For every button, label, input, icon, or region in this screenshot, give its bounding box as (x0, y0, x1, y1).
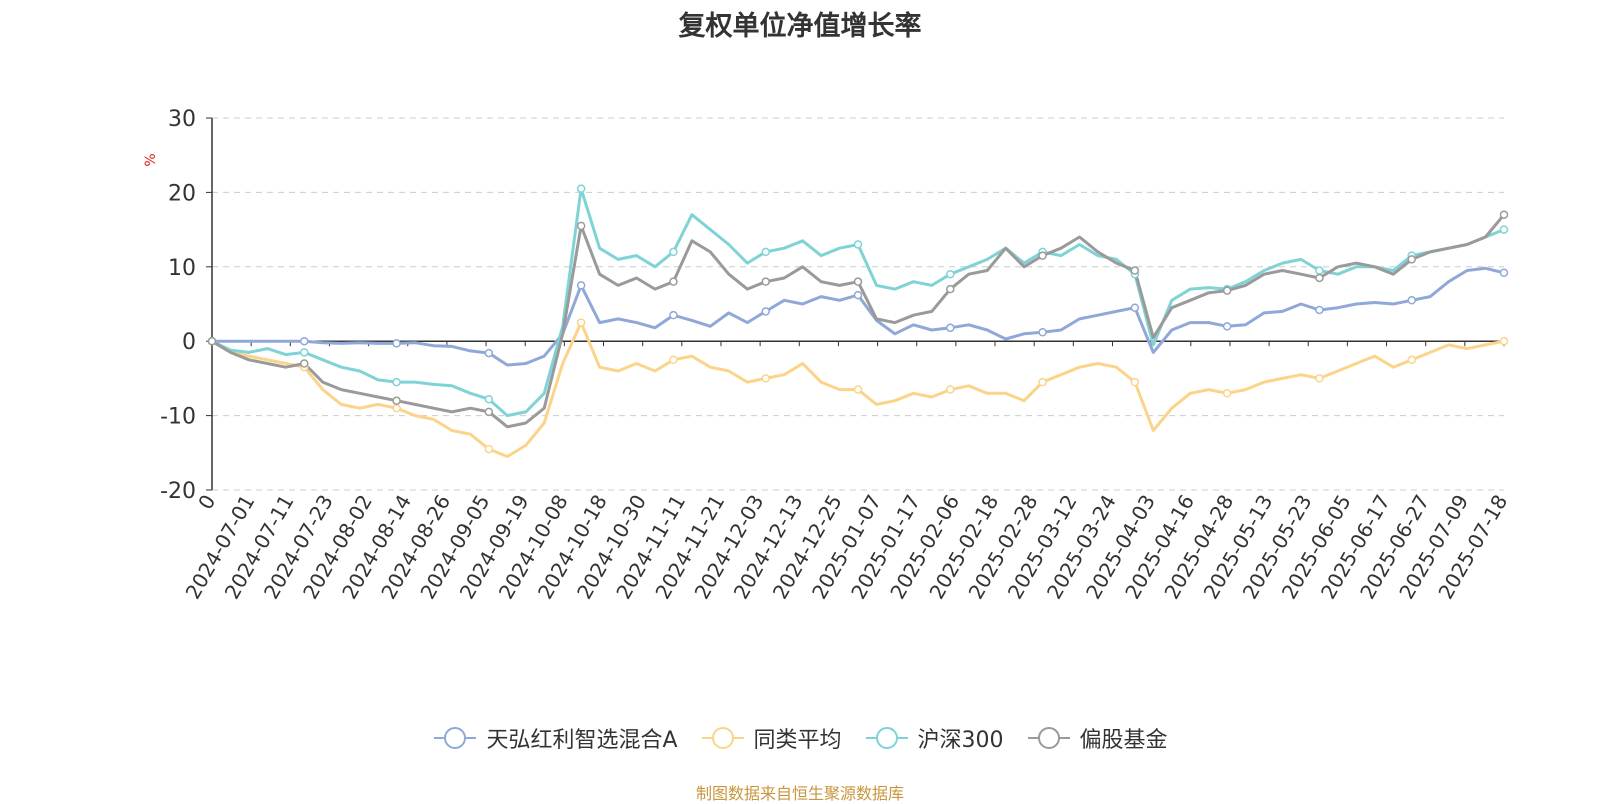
x-tick-label: 0 (193, 491, 220, 514)
data-point (1407, 296, 1416, 305)
data-point (392, 377, 401, 387)
legend-marker-icon (701, 727, 744, 749)
line-chart: -20-10010203002024-07-012024-07-112024-0… (143, 107, 1512, 603)
data-point (761, 247, 770, 257)
data-point (1499, 225, 1509, 234)
data-point (761, 374, 770, 383)
y-axis-unit-label: % (143, 153, 159, 166)
data-point (484, 348, 494, 358)
legend-marker-icon (1027, 727, 1070, 749)
data-point (1038, 377, 1047, 387)
tick-labels: -20-10010203002024-07-012024-07-112024-0… (160, 107, 1512, 603)
legend-label: 天弘红利智选混合A (486, 728, 678, 753)
series-line-2 (210, 187, 1506, 418)
data-point (1038, 328, 1047, 337)
data-point (1038, 251, 1047, 260)
legend-label: 同类平均 (753, 728, 842, 753)
data-point (1222, 286, 1232, 295)
data-point (484, 394, 494, 404)
legend-item[interactable]: 偏股基金 (1026, 722, 1168, 754)
legend-swatch-circle (711, 727, 734, 749)
y-tick-label: 0 (182, 330, 196, 355)
data-point (853, 385, 863, 394)
data-point (576, 281, 586, 290)
legend-marker-icon (434, 727, 477, 749)
data-point (1222, 389, 1232, 398)
legend-label: 沪深300 (917, 728, 1004, 753)
axes (206, 117, 1505, 491)
data-point (1315, 273, 1324, 283)
data-point (1407, 355, 1416, 365)
y-tick-label: -20 (160, 479, 196, 504)
data-point (1315, 266, 1324, 275)
y-tick-label: -10 (160, 405, 196, 430)
data-point (392, 396, 401, 405)
data-point (1407, 255, 1416, 264)
data-point (946, 284, 955, 294)
data-point (300, 336, 309, 346)
data-point (1130, 377, 1140, 387)
data-point (300, 359, 309, 368)
data-point (1130, 266, 1140, 275)
chart-legend: 天弘红利智选混合A 同类平均 沪深300 偏股基金 (0, 722, 1600, 754)
y-tick-label: 10 (168, 256, 196, 281)
data-point (853, 277, 863, 286)
data-point (669, 247, 678, 257)
data-point (207, 336, 217, 346)
data-point (576, 184, 586, 193)
data-point (1315, 305, 1324, 315)
data-point (761, 277, 770, 286)
data-point (761, 307, 770, 316)
legend-swatch-circle (875, 727, 898, 749)
data-point (1315, 374, 1324, 383)
series-markers (207, 184, 1509, 454)
data-point (946, 385, 955, 394)
data-point (1499, 268, 1509, 278)
data-point (853, 240, 863, 249)
data-point (669, 310, 678, 320)
data-point (392, 403, 401, 413)
data-point (1222, 322, 1232, 331)
legend-item[interactable]: 沪深300 (864, 722, 1004, 754)
data-point (669, 355, 678, 365)
data-point (1499, 336, 1509, 346)
data-point (1130, 303, 1140, 312)
legend-label: 偏股基金 (1079, 728, 1168, 753)
legend-swatch-circle (444, 727, 467, 749)
data-point (576, 221, 586, 231)
y-tick-label: 30 (168, 107, 196, 132)
legend-swatch-circle (1037, 727, 1060, 749)
data-point (946, 323, 955, 333)
data-point (576, 318, 586, 327)
y-tick-label: 20 (168, 181, 196, 206)
data-point (669, 277, 678, 286)
data-point (392, 339, 401, 348)
series-lines (210, 187, 1506, 458)
legend-marker-icon (865, 727, 908, 749)
data-point (1499, 210, 1509, 219)
source-note: 制图数据来自恒生聚源数据库 (695, 784, 904, 803)
data-point (300, 348, 309, 357)
grid-lines (212, 117, 1504, 491)
data-point (946, 269, 955, 279)
legend-item[interactable]: 天弘红利智选混合A (432, 722, 678, 754)
legend-item[interactable]: 同类平均 (700, 722, 842, 754)
chart-title: 复权单位净值增长率 (678, 11, 922, 42)
data-point (484, 444, 494, 454)
data-point (484, 407, 494, 417)
data-point (853, 290, 863, 300)
